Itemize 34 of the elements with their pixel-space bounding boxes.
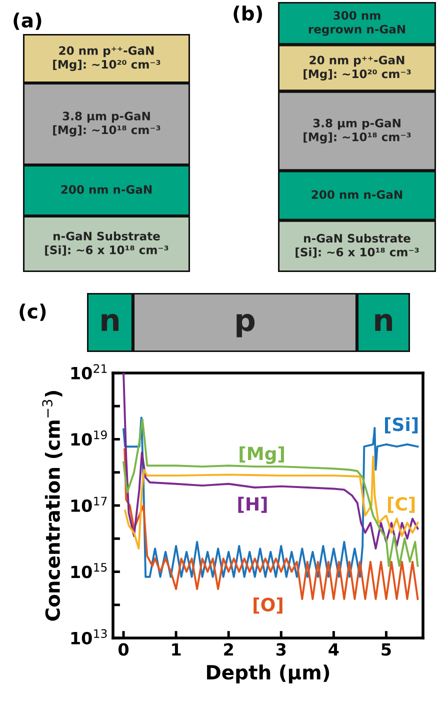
- text: n: [102, 314, 118, 331]
- series-label: [O]: [254, 597, 282, 614]
- x-tick-label: 5: [382, 643, 391, 656]
- x-tick-label: 2: [224, 643, 233, 656]
- text: 20 nm p⁺⁺-GaN [Mg]: ~10²⁰ cm⁻³: [304, 56, 411, 81]
- series-label: [Si]: [385, 417, 418, 434]
- text: n-GaN Substrate [Si]: ~6 x 10¹⁸ cm⁻³: [45, 232, 168, 256]
- y-tick-label: 10$^{21}$: [71, 364, 107, 380]
- x-tick-label: 0: [118, 643, 129, 656]
- x-tick-label: 4: [328, 643, 339, 656]
- line-series: [122, 373, 419, 550]
- text: 200 nm n-GaN: [61, 185, 152, 194]
- y-tick-label: 10$^{17}$: [71, 496, 107, 512]
- text: 3.8 µm p-GaN [Mg]: ~10¹⁸ cm⁻³: [53, 112, 160, 137]
- text: 300 nm regrown n-GaN: [308, 11, 405, 36]
- text: (a): [14, 12, 42, 30]
- text: 200 nm n-GaN: [312, 190, 402, 199]
- text: n: [375, 314, 392, 331]
- y-axis-title: Concentration (cm$^{−3}$): [42, 391, 62, 621]
- text: (b): [234, 6, 262, 23]
- text: 3.8 µm p-GaN [Mg]: ~10¹⁸ cm⁻³: [304, 118, 411, 144]
- x-axis-title: Depth (µm): [207, 664, 330, 684]
- y-tick-label: 10$^{13}$: [71, 629, 107, 644]
- x-tick-label: 3: [276, 643, 286, 656]
- text: p: [236, 314, 255, 338]
- series-label: [Mg]: [240, 446, 284, 464]
- text: (c): [20, 304, 46, 321]
- y-tick-label: 10$^{19}$: [71, 430, 107, 446]
- series-label: [C]: [388, 496, 415, 513]
- text: n-GaN Substrate [Si]: ~6 x 10¹⁸ cm⁻³: [296, 234, 419, 258]
- text: 20 nm p⁺⁺-GaN [Mg]: ~10²⁰ cm⁻³: [53, 46, 160, 72]
- series-label: [H]: [238, 496, 267, 513]
- y-tick-label: 10$^{15}$: [71, 563, 107, 578]
- x-tick-label: 1: [172, 643, 181, 656]
